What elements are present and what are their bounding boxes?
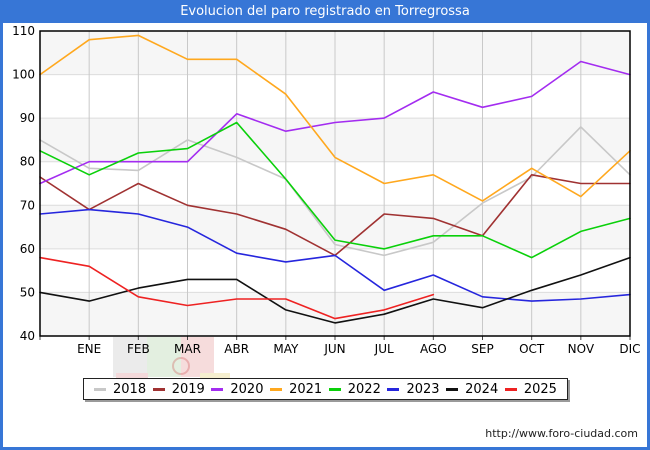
chart-legend: 2018 2019 2020 2021 2022 2023 2024 2025: [83, 378, 568, 400]
legend-label: 2025: [523, 381, 557, 397]
flag-watermark: [113, 337, 214, 377]
y-axis-label: 40: [20, 329, 35, 343]
y-axis-label: 60: [20, 242, 35, 256]
y-axis-label: 110: [12, 24, 35, 38]
legend-item-2018: 2018: [94, 382, 146, 397]
frame-border-right: [647, 23, 650, 450]
y-axis-label: 80: [20, 155, 35, 169]
legend-label: 2024: [465, 381, 499, 397]
x-axis-label: AGO: [420, 342, 447, 356]
x-axis-label: OCT: [519, 342, 545, 356]
frame-border-bottom: [0, 447, 650, 450]
legend-label: 2019: [171, 381, 205, 397]
legend-item-2025: 2025: [504, 381, 557, 397]
legend-swatch-2021: [270, 387, 283, 391]
y-axis-label: 90: [20, 111, 35, 125]
legend-label: 2022: [347, 381, 381, 397]
legend-swatch-2020: [211, 387, 224, 391]
x-axis-label: FEB: [127, 342, 150, 356]
legend-item-2024: 2024: [446, 382, 498, 397]
x-axis-label: NOV: [568, 342, 595, 356]
legend-item-2022: 2022: [328, 381, 381, 397]
series-line-2021: [39, 34, 631, 202]
legend-swatch-2019: [152, 387, 165, 391]
x-axis-label: JUN: [323, 342, 345, 356]
legend-item-2021: 2021: [270, 382, 322, 397]
legend-item-2023: 2023: [387, 381, 440, 397]
legend-label: 2021: [289, 381, 323, 397]
frame-border-left: [0, 23, 3, 450]
y-axis-label: 50: [20, 285, 35, 299]
plot-border: [39, 30, 631, 337]
series-line-2020: [39, 60, 631, 185]
x-axis-label: MAY: [273, 342, 299, 356]
series-line-2022: [39, 121, 631, 259]
flag-emblem-icon: [172, 357, 190, 375]
watermark-patch: [116, 373, 148, 379]
legend-swatch-2023: [387, 387, 400, 391]
footer-url: http://www.foro-ciudad.com: [485, 427, 638, 440]
legend-swatch-2022: [328, 387, 341, 391]
x-axis-label: ENE: [77, 342, 101, 356]
x-axis-label: ABR: [224, 342, 249, 356]
legend-label: 2018: [113, 381, 147, 397]
x-axis-label: MAR: [174, 342, 201, 356]
legend-swatch-2024: [446, 387, 459, 391]
series-line-2024: [39, 256, 631, 324]
x-axis-label: JUL: [374, 342, 394, 356]
legend-item-2020: 2020: [211, 382, 263, 397]
x-axis-label: SEP: [471, 342, 493, 356]
legend-swatch-2025: [504, 387, 517, 391]
chart-title-bar: Evolucion del paro registrado en Torregr…: [0, 0, 650, 23]
x-axis-label: DIC: [619, 342, 640, 356]
legend-item-2019: 2019: [152, 381, 205, 397]
legend-label: 2023: [406, 381, 440, 397]
series-line-2025: [39, 256, 435, 320]
chart-title: Evolucion del paro registrado en Torregr…: [180, 4, 470, 19]
y-axis-label: 100: [12, 68, 35, 82]
y-axis-label: 70: [20, 198, 35, 212]
legend-swatch-2018: [94, 387, 106, 391]
series-line-2023: [39, 208, 631, 302]
legend-label: 2020: [230, 381, 264, 397]
watermark-patch: [200, 373, 230, 379]
series-line-2018: [39, 126, 631, 257]
